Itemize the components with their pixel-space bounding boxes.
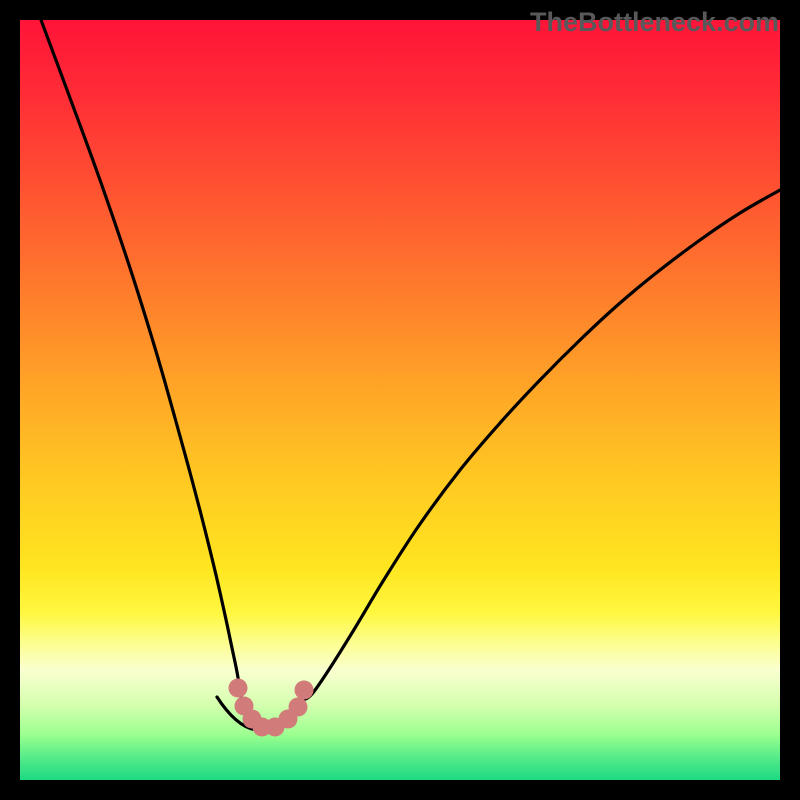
trough-markers xyxy=(20,20,780,780)
plot-area xyxy=(20,20,780,780)
watermark-text: TheBottleneck.com xyxy=(530,7,779,38)
